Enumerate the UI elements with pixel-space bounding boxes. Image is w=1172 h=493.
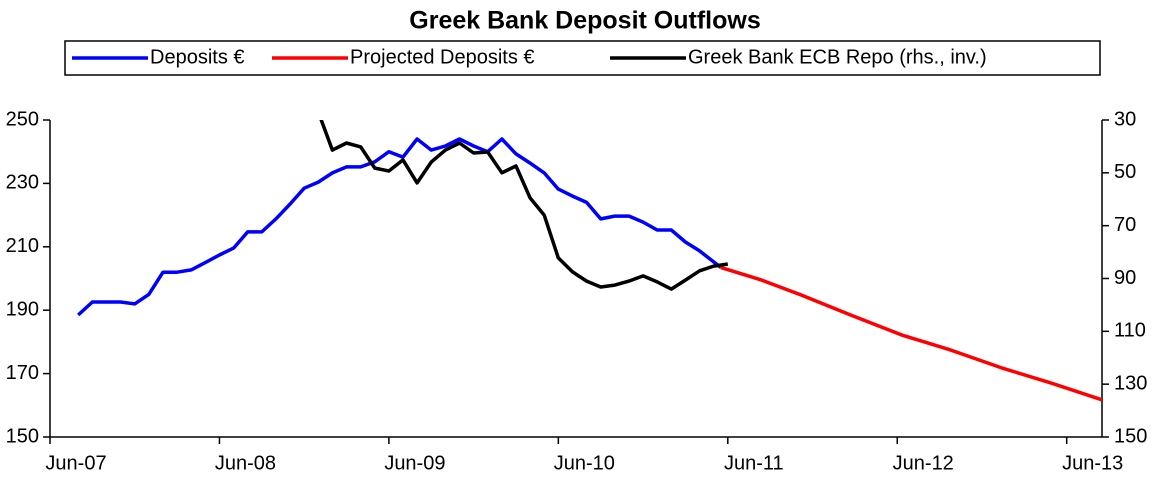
y-tick-label: 250 bbox=[6, 108, 39, 130]
y2-tick-label: 70 bbox=[1114, 214, 1136, 236]
y-tick-label: 210 bbox=[6, 235, 39, 257]
y2-tick-label: 110 bbox=[1114, 320, 1146, 342]
y2-tick-label: 130 bbox=[1114, 372, 1147, 394]
legend-box bbox=[64, 40, 1101, 76]
series-line bbox=[319, 120, 729, 291]
x-tick-label: Jun-12 bbox=[893, 452, 954, 474]
y2-tick-label: 90 bbox=[1114, 267, 1136, 289]
x-tick-label: Jun-07 bbox=[45, 452, 106, 474]
x-tick-label: Jun-10 bbox=[554, 452, 615, 474]
series-line bbox=[720, 265, 1102, 402]
x-tick-label: Jun-08 bbox=[215, 452, 276, 474]
legend-label: Greek Bank ECB Repo (rhs., inv.) bbox=[688, 46, 987, 68]
y2-tick-label: 30 bbox=[1114, 108, 1136, 130]
y-tick-label: 150 bbox=[6, 425, 39, 447]
chart-title: Greek Bank Deposit Outflows bbox=[409, 7, 760, 35]
x-tick-label: Jun-09 bbox=[384, 452, 445, 474]
y-tick-label: 230 bbox=[6, 172, 39, 194]
legend-label: Projected Deposits € bbox=[350, 46, 535, 68]
x-tick-label: Jun-13 bbox=[1062, 452, 1123, 474]
x-tick-label: Jun-11 bbox=[724, 452, 784, 474]
legend-label: Deposits € bbox=[150, 46, 245, 68]
y2-tick-label: 150 bbox=[1114, 425, 1147, 447]
y-tick-label: 170 bbox=[6, 362, 39, 384]
y2-tick-label: 50 bbox=[1114, 161, 1136, 183]
series-line bbox=[77, 137, 722, 317]
y-tick-label: 190 bbox=[6, 298, 39, 320]
